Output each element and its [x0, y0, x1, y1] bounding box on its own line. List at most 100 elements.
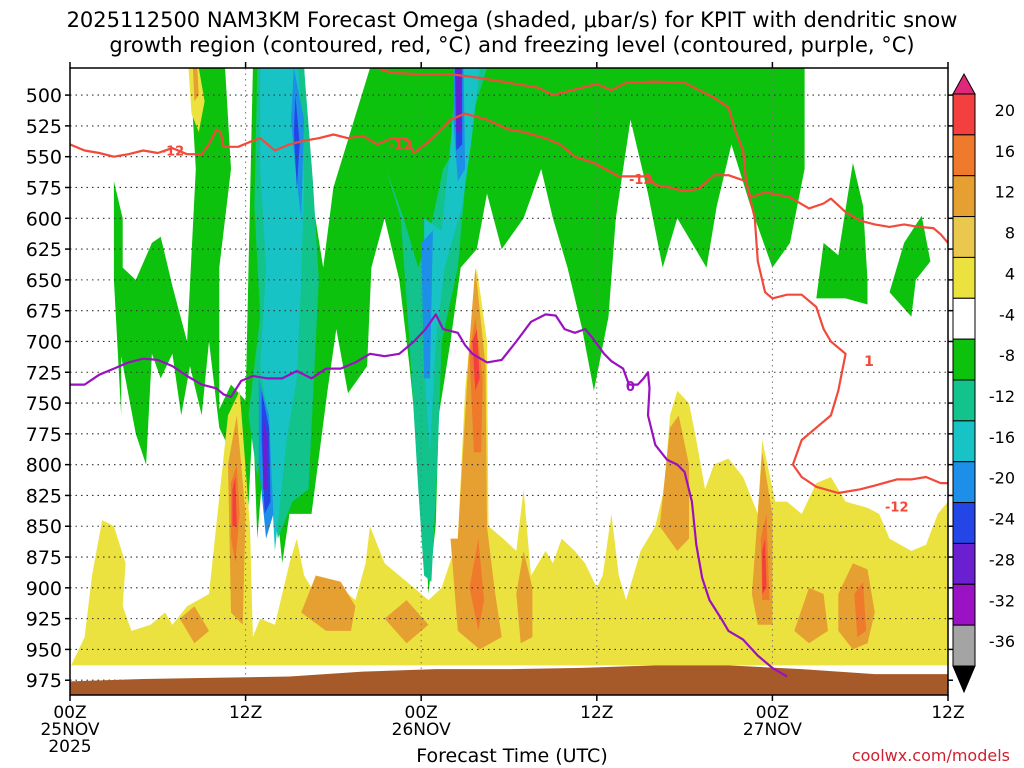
omega-region-20 — [659, 415, 689, 551]
colorbar-swatch — [952, 583, 976, 626]
omega-region-5 — [260, 68, 305, 551]
colorbar-swatch — [952, 338, 976, 381]
omega-region-23 — [794, 587, 828, 644]
omega-region-33 — [232, 477, 237, 527]
omega-region-16 — [70, 267, 948, 668]
colorbar-label: 12 — [995, 183, 1015, 202]
site-credit: coolwx.com/models — [851, 746, 1010, 765]
contour-label: -12 — [885, 501, 909, 516]
contour-line-0 — [70, 112, 948, 244]
x-axis-label: Forecast Time (UTC) — [416, 745, 608, 767]
omega-region-18 — [450, 267, 502, 650]
x-tick-date: 27NOV — [743, 720, 802, 740]
colorbar-swatch — [952, 624, 976, 667]
colorbar-label: -36 — [989, 632, 1015, 651]
contour-label: -12 — [161, 145, 185, 160]
colorbar-label: 20 — [995, 101, 1015, 120]
colorbar-top-arrow — [952, 72, 976, 95]
plot-frame — [69, 67, 949, 696]
omega-region-1 — [816, 162, 868, 305]
colorbar-swatch — [952, 134, 976, 177]
colorbar-bottom-arrow — [952, 665, 976, 694]
contour-line-1 — [376, 68, 948, 495]
y-tick-label: 550 — [26, 147, 62, 169]
plot-area: -12 -12 -12 -12 0 1 — [70, 68, 948, 695]
y-tick-label: 875 — [26, 547, 62, 569]
y-tick-label: 900 — [26, 578, 62, 600]
colorbar: 20 16 12 8 4 -4 -8 -12 -16 -20 -24 -28 -32 -36 — [952, 72, 1015, 694]
omega-region-12 — [293, 95, 300, 188]
omega-region-22 — [301, 575, 356, 631]
colorbar-swatch — [952, 502, 976, 544]
colorbar-swatch — [952, 216, 976, 258]
y-tick-label: 925 — [26, 609, 62, 631]
y-axis: 500 525 550 575 600 625 650 675 700 725 750 775 800 8… — [26, 85, 953, 692]
x-tick-date: 26NOV — [392, 720, 451, 740]
omega-region-10 — [421, 230, 433, 379]
omega-region-34 — [762, 538, 767, 594]
y-tick-label: 725 — [26, 362, 62, 384]
omega-region-6 — [424, 68, 480, 453]
y-tick-label: 825 — [26, 485, 62, 507]
y-tick-label: 975 — [26, 670, 62, 692]
y-tick-label: 850 — [26, 516, 62, 538]
chart-title-line2: growth region (contoured, red, °C) and f… — [109, 33, 915, 57]
omega-region-26 — [384, 600, 429, 644]
colorbar-swatch — [952, 461, 976, 504]
x-tick-label: 00Z — [405, 703, 438, 723]
contour-label: -12 — [389, 138, 413, 153]
colorbar-label: -32 — [989, 591, 1015, 610]
omega-shading — [70, 68, 948, 668]
x-tick-label: 00Z — [756, 703, 789, 723]
y-tick-label: 800 — [26, 455, 62, 477]
contours: -12 -12 -12 -12 0 1 — [70, 68, 948, 678]
chart-title-line1: 2025112500 NAM3KM Forecast Omega (shaded… — [66, 8, 958, 32]
colorbar-label: -24 — [989, 510, 1015, 529]
colorbar-swatch — [952, 256, 976, 299]
x-tick-label: 12Z — [229, 703, 262, 723]
omega-region-15 — [456, 68, 461, 133]
omega-region-25 — [179, 606, 209, 644]
x-tick-label: 12Z — [580, 703, 613, 723]
x-tick-label: 12Z — [931, 703, 964, 723]
colorbar-label: -4 — [999, 305, 1015, 324]
y-tick-label: 675 — [26, 301, 62, 323]
colorbar-label: -20 — [989, 469, 1015, 488]
omega-region-35 — [188, 68, 205, 133]
x-tick-date: 25NOV — [40, 720, 99, 740]
terrain — [70, 665, 948, 695]
colorbar-label: -28 — [989, 550, 1015, 569]
colorbar-label: -8 — [999, 346, 1015, 365]
omega-region-14 — [263, 415, 268, 490]
x-tick-label: 00Z — [53, 703, 86, 723]
y-tick-label: 750 — [26, 393, 62, 415]
omega-region-2 — [889, 215, 931, 317]
y-tick-label: 625 — [26, 239, 62, 261]
colorbar-swatch — [952, 93, 976, 136]
isolated-contour-label: 1 — [864, 354, 874, 370]
y-tick-label: 950 — [26, 639, 62, 661]
omega-region-19 — [516, 550, 533, 644]
omega-region-29 — [469, 538, 485, 631]
colorbar-swatch — [952, 175, 976, 218]
y-tick-label: 775 — [26, 424, 62, 446]
colorbar-swatch — [952, 420, 976, 463]
colorbar-label: -12 — [989, 387, 1015, 406]
colorbar-label: 4 — [1005, 264, 1015, 283]
colorbar-swatch — [952, 297, 976, 340]
y-tick-label: 525 — [26, 116, 62, 138]
omega-region-31 — [854, 581, 867, 638]
contour-line-2 — [70, 313, 788, 678]
contour-label: 0 — [626, 380, 635, 395]
colorbar-swatch — [952, 379, 976, 422]
omega-region-32 — [472, 329, 480, 391]
x-tick-year: 2025 — [48, 737, 91, 757]
contour-label: -12 — [629, 173, 653, 188]
y-tick-label: 600 — [26, 208, 62, 230]
y-tick-label: 700 — [26, 331, 62, 353]
y-tick-label: 575 — [26, 177, 62, 199]
omega-region-36 — [192, 68, 199, 102]
y-tick-label: 650 — [26, 270, 62, 292]
